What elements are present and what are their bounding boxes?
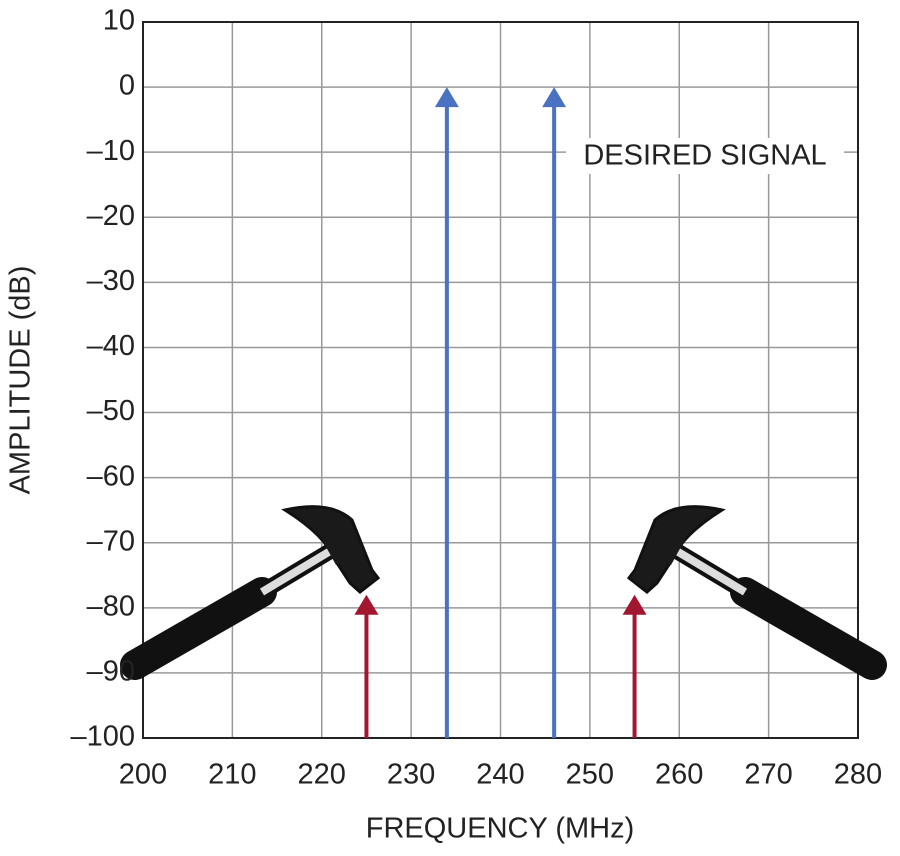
y-tick-label: 0 [119,70,135,102]
y-axis-label: AMPLITUDE (dB) [5,266,37,495]
x-tick-label: 210 [208,759,256,791]
annotation-background [566,138,844,174]
y-tick-label: –100 [70,721,135,753]
plot-frame [142,21,859,739]
y-tick-label: –10 [87,135,135,167]
x-tick-label: 260 [655,759,703,791]
y-tick-label: –90 [87,656,135,688]
arrow-head [622,594,647,615]
x-tick-label: 200 [119,759,167,791]
x-tick-label: 240 [476,759,524,791]
y-tick-label: –40 [87,330,135,362]
x-axis-label: FREQUENCY (MHz) [366,813,635,845]
x-tick-label: 230 [387,759,435,791]
y-tick-label: –20 [87,200,135,232]
arrow-head [354,594,379,615]
y-tick-label: –60 [87,460,135,492]
signal-arrow [354,594,379,738]
signal-arrow [622,594,647,738]
y-tick-label: 10 [103,5,135,37]
y-tick-label: –80 [87,590,135,622]
hammer-icon [626,505,887,680]
x-tick-label: 220 [298,759,346,791]
signal-arrow [434,87,459,738]
annotation: DESIRED SIGNAL [583,140,826,172]
grid [142,21,859,739]
signal-arrow [542,87,567,738]
y-tick-label: –30 [87,265,135,297]
x-tick-label: 250 [566,759,614,791]
y-tick-label: –70 [87,525,135,557]
y-tick-label: –50 [87,395,135,427]
x-tick-label: 270 [744,759,792,791]
arrow-head [434,87,459,108]
arrow-head [542,87,567,108]
x-tick-label: 280 [834,759,882,791]
hammer-icon [120,505,381,680]
